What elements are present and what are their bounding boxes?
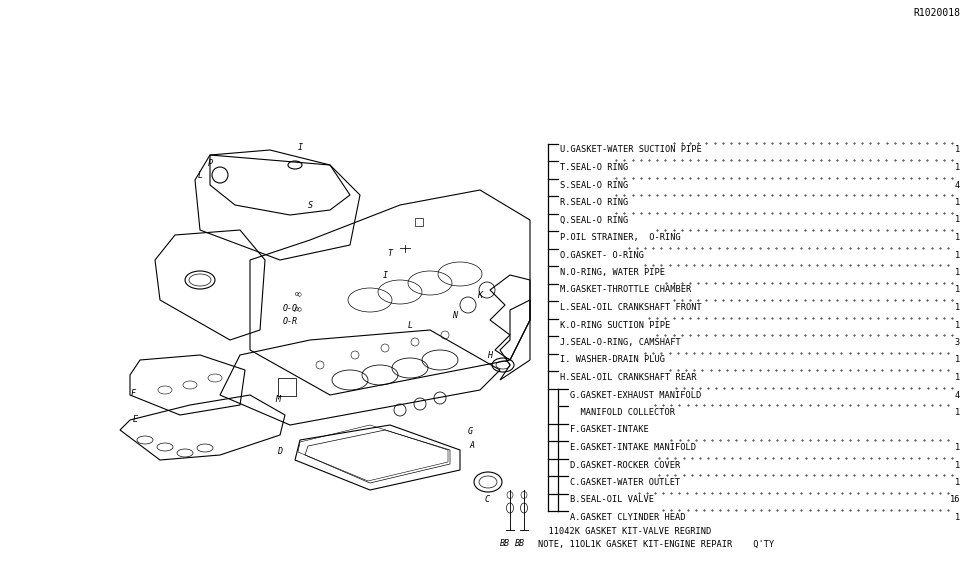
Text: 11042K GASKET KIT-VALVE REGRIND: 11042K GASKET KIT-VALVE REGRIND: [538, 527, 711, 536]
Text: R1020018: R1020018: [913, 8, 960, 18]
Text: O○: O○: [295, 306, 302, 311]
Text: 1: 1: [955, 408, 960, 417]
Text: 1: 1: [955, 285, 960, 294]
Text: G.GASKET-EXHAUST MANIFOLD: G.GASKET-EXHAUST MANIFOLD: [570, 391, 701, 400]
Text: L: L: [198, 170, 203, 179]
Text: T: T: [387, 248, 393, 258]
Text: H: H: [488, 350, 492, 359]
Text: O○: O○: [295, 291, 302, 296]
Text: O.GASKET- O-RING: O.GASKET- O-RING: [560, 251, 644, 259]
Text: 4: 4: [955, 391, 960, 400]
Text: 1: 1: [955, 373, 960, 382]
Text: 1: 1: [955, 320, 960, 329]
Text: 1: 1: [955, 461, 960, 470]
Text: 4: 4: [955, 181, 960, 190]
Text: L: L: [408, 320, 412, 329]
Text: 1: 1: [955, 233, 960, 242]
Text: 1: 1: [955, 198, 960, 207]
Text: 16: 16: [950, 495, 960, 504]
Text: C: C: [485, 495, 489, 504]
Text: 1: 1: [955, 145, 960, 155]
Text: T.SEAL-O RING: T.SEAL-O RING: [560, 163, 628, 172]
Text: K.O-RING SUCTION PIPE: K.O-RING SUCTION PIPE: [560, 320, 670, 329]
Text: L.SEAL-OIL CRANKSHAFT FRONT: L.SEAL-OIL CRANKSHAFT FRONT: [560, 303, 702, 312]
Text: P.OIL STRAINER,  O-RING: P.OIL STRAINER, O-RING: [560, 233, 681, 242]
Text: 1: 1: [955, 443, 960, 452]
Text: F.GASKET-INTAKE: F.GASKET-INTAKE: [570, 426, 648, 435]
Text: BB: BB: [515, 538, 525, 547]
Text: C.GASKET-WATER OUTLET: C.GASKET-WATER OUTLET: [570, 478, 681, 487]
Text: 1: 1: [955, 163, 960, 172]
Text: O-R: O-R: [283, 318, 297, 327]
Text: S.SEAL-O RING: S.SEAL-O RING: [560, 181, 628, 190]
Text: 1: 1: [955, 355, 960, 365]
Text: N: N: [452, 311, 457, 319]
Text: 1: 1: [955, 268, 960, 277]
Text: 1: 1: [955, 216, 960, 225]
Text: D.GASKET-ROCKER COVER: D.GASKET-ROCKER COVER: [570, 461, 681, 470]
Text: 1: 1: [955, 478, 960, 487]
Text: MANIFOLD COLLECTOR: MANIFOLD COLLECTOR: [570, 408, 675, 417]
Text: H.SEAL-OIL CRANKSHAFT REAR: H.SEAL-OIL CRANKSHAFT REAR: [560, 373, 696, 382]
Text: 1: 1: [955, 251, 960, 259]
Text: 1: 1: [955, 513, 960, 522]
Text: E: E: [133, 415, 137, 424]
Text: A: A: [470, 440, 475, 449]
Text: M: M: [276, 396, 281, 405]
Text: M.GASKET-THROTTLE CHAMBER: M.GASKET-THROTTLE CHAMBER: [560, 285, 691, 294]
Text: O-Q: O-Q: [283, 303, 297, 312]
Text: R.SEAL-O RING: R.SEAL-O RING: [560, 198, 628, 207]
Text: E.GASKET-INTAKE MANIFOLD: E.GASKET-INTAKE MANIFOLD: [570, 443, 696, 452]
Text: S: S: [307, 200, 313, 209]
Text: Q.SEAL-O RING: Q.SEAL-O RING: [560, 216, 628, 225]
Text: P: P: [208, 158, 213, 168]
Text: D: D: [278, 448, 283, 457]
Text: J.SEAL-O-RING, CAMSHAFT: J.SEAL-O-RING, CAMSHAFT: [560, 338, 681, 347]
Text: A.GASKET CLYINDER HEAD: A.GASKET CLYINDER HEAD: [570, 513, 685, 522]
Text: G: G: [467, 427, 473, 436]
Text: I: I: [297, 144, 302, 152]
Text: 1: 1: [955, 303, 960, 312]
Text: I: I: [382, 271, 387, 280]
Text: U.GASKET-WATER SUCTION PIPE: U.GASKET-WATER SUCTION PIPE: [560, 145, 702, 155]
Text: 3: 3: [955, 338, 960, 347]
Text: BB: BB: [500, 538, 510, 547]
Text: I. WASHER-DRAIN PLUG: I. WASHER-DRAIN PLUG: [560, 355, 665, 365]
Text: F: F: [131, 388, 136, 397]
Text: N.O-RING, WATER PIPE: N.O-RING, WATER PIPE: [560, 268, 665, 277]
Text: B.SEAL-OIL VALVE: B.SEAL-OIL VALVE: [570, 495, 654, 504]
Text: K: K: [478, 291, 483, 301]
Text: NOTE, 11OL1K GASKET KIT-ENGINE REPAIR    Q'TY: NOTE, 11OL1K GASKET KIT-ENGINE REPAIR Q'…: [538, 540, 774, 549]
